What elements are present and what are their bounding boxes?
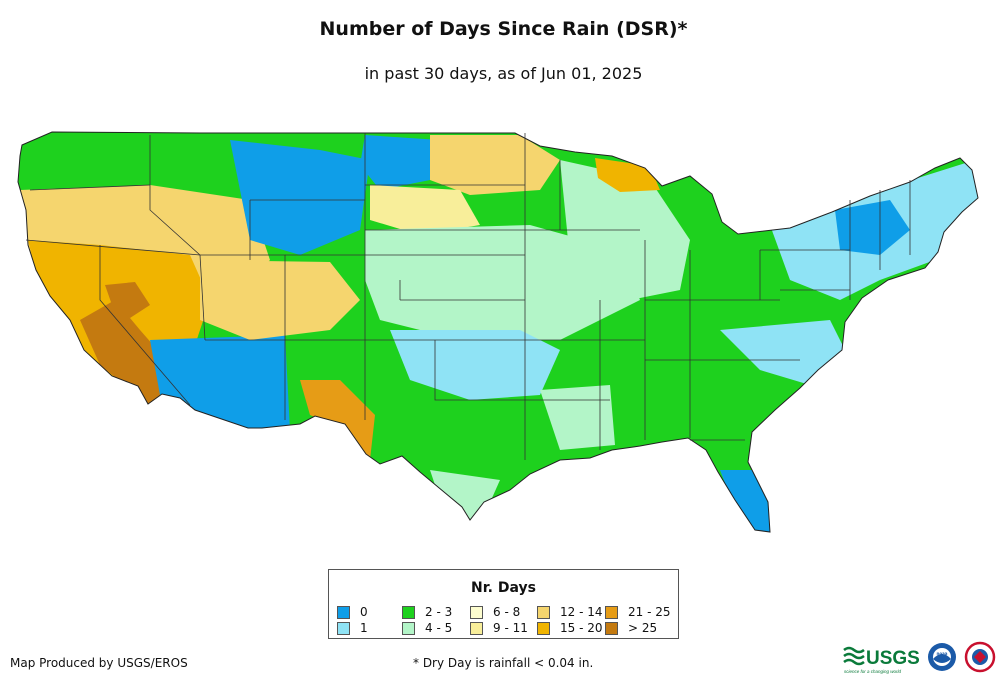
- legend-item-5: 9 - 11: [470, 621, 528, 635]
- legend-swatch-6: [537, 606, 550, 619]
- mississippi-valley-region: [540, 385, 615, 450]
- legend-label-6: 12 - 14: [560, 605, 603, 619]
- mid-atlantic-region: [720, 320, 845, 385]
- legend-label-7: 15 - 20: [560, 621, 603, 635]
- nws-logo: [964, 641, 996, 673]
- agency-logos: USGS science for a changing world noaa: [843, 641, 996, 674]
- legend-item-1: 1: [337, 621, 368, 635]
- florida-region: [720, 470, 775, 532]
- map-producer-credit: Map Produced by USGS/EROS: [10, 656, 188, 670]
- legend-item-7: 15 - 20: [537, 621, 603, 635]
- legend-label-8: 21 - 25: [628, 605, 671, 619]
- legend-swatch-2: [402, 606, 415, 619]
- southern-plains-region: [390, 330, 560, 400]
- legend-swatch-1: [337, 622, 350, 635]
- dsr-map: [17, 131, 979, 533]
- map-title: Number of Days Since Rain (DSR)*: [319, 18, 688, 40]
- legend-item-3: 4 - 5: [402, 621, 452, 635]
- usgs-logo: USGS science for a changing world: [843, 646, 920, 674]
- usgs-tagline: science for a changing world: [844, 669, 902, 674]
- legend-label-5: 9 - 11: [493, 621, 528, 635]
- map-subtitle: in past 30 days, as of Jun 01, 2025: [364, 64, 643, 83]
- legend-label-1: 1: [360, 621, 368, 635]
- us-outline: [17, 131, 979, 533]
- new-england-wet-region: [835, 200, 910, 255]
- dry-day-footnote: * Dry Day is rainfall < 0.04 in.: [413, 656, 594, 670]
- legend-item-4: 6 - 8: [470, 605, 520, 619]
- arizona-wet-region: [150, 335, 290, 430]
- usgs-logo-text: USGS: [866, 648, 920, 669]
- legend-label-3: 4 - 5: [425, 621, 453, 635]
- rockies-wet-region: [230, 140, 370, 255]
- legend-swatch-4: [470, 606, 483, 619]
- legend-item-8: 21 - 25: [605, 605, 671, 619]
- legend-swatch-7: [537, 622, 550, 635]
- legend-swatch-9: [605, 622, 618, 635]
- noaa-logo: noaa: [928, 643, 956, 671]
- legend-item-9: > 25: [605, 621, 657, 635]
- north-plains-light-region: [370, 185, 480, 235]
- legend-label-0: 0: [360, 605, 368, 619]
- montana-wet-region: [360, 135, 440, 190]
- four-corners-dry-region: [200, 260, 360, 340]
- legend-swatch-0: [337, 606, 350, 619]
- legend: Nr. Days 0 1 2 - 3 4 - 5 6 - 8 9 - 11 12…: [328, 569, 679, 639]
- legend-swatch-5: [470, 622, 483, 635]
- legend-swatch-3: [402, 622, 415, 635]
- legend-swatch-8: [605, 606, 618, 619]
- legend-title: Nr. Days: [471, 580, 536, 596]
- north-dakota-dry-region: [430, 135, 560, 195]
- state-borders: [25, 133, 911, 460]
- legend-item-2: 2 - 3: [402, 605, 452, 619]
- socal-desert-region: [80, 300, 180, 408]
- legend-label-2: 2 - 3: [425, 605, 453, 619]
- legend-label-9: > 25: [628, 621, 658, 635]
- legend-label-4: 6 - 8: [493, 605, 521, 619]
- noaa-logo-text: noaa: [937, 651, 948, 656]
- nevada-long-dry-region: [105, 282, 150, 318]
- legend-item-6: 12 - 14: [537, 605, 603, 619]
- legend-item-0: 0: [337, 605, 368, 619]
